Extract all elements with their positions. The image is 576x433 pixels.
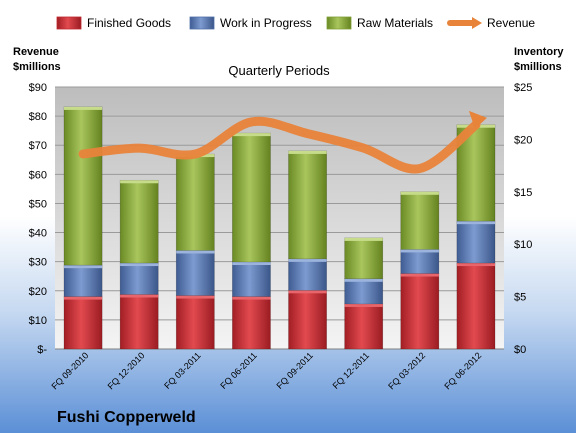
bar-cap-finished-goods [288, 290, 327, 294]
revenue-line-group [78, 110, 487, 174]
bar-cap-finished-goods [400, 273, 439, 277]
bar-cap-raw-materials [344, 237, 383, 241]
left-tick-label: $- [37, 344, 47, 356]
legend-label-finished-goods: Finished Goods [87, 16, 171, 30]
right-tick-label: $0 [514, 344, 526, 356]
right-tick-label: $5 [514, 292, 526, 304]
bar-work-in-progress [175, 250, 215, 296]
bar-cap-work-in-progress [400, 249, 439, 253]
bar-cap-work-in-progress [120, 263, 159, 267]
bar-cap-work-in-progress [344, 278, 383, 282]
right-tick-label: $15 [514, 187, 532, 199]
bar-finished-goods [344, 303, 384, 350]
bar-work-in-progress [456, 220, 496, 264]
bar-cap-raw-materials [120, 180, 159, 184]
bar-cap-finished-goods [120, 294, 159, 298]
left-tick-label: $70 [29, 140, 47, 152]
bar-finished-goods [400, 273, 440, 350]
bars [63, 106, 496, 350]
revenue-line [78, 116, 481, 174]
bar-finished-goods [119, 294, 159, 350]
bar-cap-work-in-progress [63, 265, 103, 269]
bar-work-in-progress [344, 278, 384, 305]
right-tick-label: $25 [514, 82, 532, 94]
right-axis-label-line2: $millions [514, 61, 562, 73]
legend-label-raw-materials: Raw Materials [357, 16, 433, 30]
bar-work-in-progress [288, 258, 327, 291]
chart-title: Quarterly Periods [228, 63, 330, 78]
bar-work-in-progress [232, 261, 271, 297]
legend-swatch-arrow [472, 17, 482, 29]
bar-raw-materials [232, 132, 271, 263]
bar-cap-raw-materials [63, 106, 103, 110]
bar-cap-raw-materials [288, 150, 327, 154]
bar-raw-materials [288, 150, 327, 260]
left-tick-label: $50 [29, 198, 47, 210]
left-tick-label: $10 [29, 315, 47, 327]
revenue-arrowhead [468, 110, 487, 129]
bar-finished-goods [456, 262, 496, 350]
bar-raw-materials [344, 237, 384, 280]
bar-raw-materials [119, 179, 159, 264]
bar-cap-finished-goods [232, 296, 271, 300]
bar-finished-goods [175, 295, 215, 350]
bar-raw-materials [63, 106, 103, 266]
left-axis-ticks: $- $10 $20 $30 $40 $50 $60 $70 $80 $90 [29, 82, 48, 356]
bar-finished-goods [288, 290, 327, 350]
legend-label-revenue: Revenue [487, 16, 535, 30]
left-tick-label: $60 [29, 169, 47, 181]
bar-work-in-progress [119, 262, 159, 295]
right-tick-label: $20 [514, 134, 532, 146]
legend-swatch-raw-materials [326, 16, 352, 30]
left-tick-label: $90 [29, 82, 47, 94]
bar-cap-work-in-progress [232, 262, 271, 266]
left-axis-label-line2: $millions [13, 61, 61, 73]
bar-cap-work-in-progress [288, 258, 327, 262]
bar-cap-raw-materials [400, 191, 439, 195]
left-tick-label: $40 [29, 228, 47, 240]
bar-raw-materials [175, 153, 215, 251]
right-tick-label: $10 [514, 239, 532, 251]
legend-swatch-work-in-progress [189, 16, 215, 30]
bar-cap-finished-goods [344, 303, 383, 307]
right-axis-label-line1: Inventory [514, 46, 564, 58]
bar-work-in-progress [400, 249, 440, 274]
company-name: Fushi Copperweld [57, 409, 196, 426]
bar-cap-finished-goods [176, 295, 215, 299]
bar-cap-work-in-progress [456, 221, 496, 225]
right-axis-ticks: $0 $5 $10 $15 $20 $25 [514, 82, 532, 356]
left-tick-label: $20 [29, 286, 47, 298]
bar-raw-materials [400, 191, 440, 250]
left-tick-label: $30 [29, 257, 47, 269]
bar-cap-raw-materials [232, 133, 271, 137]
bar-finished-goods [232, 296, 271, 350]
left-tick-label: $80 [29, 111, 47, 123]
bar-finished-goods [63, 296, 103, 350]
legend-label-work-in-progress: Work in Progress [220, 16, 312, 30]
bar-cap-finished-goods [63, 296, 103, 300]
left-axis-label-line1: Revenue [13, 46, 59, 58]
legend-swatch-finished-goods [56, 16, 82, 30]
bar-cap-finished-goods [456, 263, 496, 267]
bar-cap-work-in-progress [176, 250, 215, 254]
bar-work-in-progress [63, 264, 103, 297]
legend: Finished Goods Work in Progress Raw Materi… [56, 16, 535, 30]
